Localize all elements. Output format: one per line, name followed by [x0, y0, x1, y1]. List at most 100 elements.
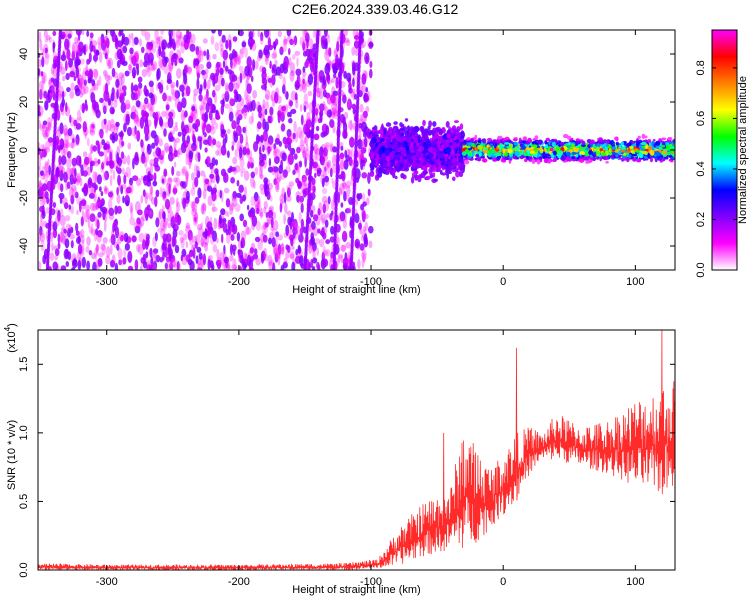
heatmap-cell [200, 237, 205, 248]
heatmap-cell [65, 181, 69, 191]
heatmap-cell [239, 213, 244, 222]
heatmap-cell [457, 162, 462, 166]
heatmap-cell [392, 167, 397, 174]
heatmap-cell [222, 98, 225, 108]
heatmap-cell [227, 219, 231, 229]
heatmap-cell [87, 67, 93, 78]
heatmap-cell [39, 199, 44, 206]
heatmap-cell [194, 139, 198, 152]
heatmap-cell [200, 202, 207, 215]
heatmap-cell [75, 155, 82, 166]
heatmap-cell [249, 40, 254, 48]
heatmap-cell [92, 203, 97, 212]
heatmap-cell [104, 70, 109, 79]
heatmap-cell [69, 71, 76, 78]
heatmap-cell [110, 233, 116, 246]
heatmap-cell [307, 90, 313, 97]
heatmap-cell [261, 111, 265, 120]
heatmap-cell [292, 36, 297, 47]
heatmap-cell [406, 137, 411, 144]
heatmap-cell [330, 225, 335, 235]
heatmap-cell [229, 204, 234, 215]
heatmap-cell [361, 172, 368, 179]
heatmap-cell [175, 34, 179, 46]
heatmap-cell [181, 166, 188, 176]
heatmap-cell [202, 203, 207, 211]
heatmap-cell [262, 144, 265, 153]
heatmap-cell [183, 73, 188, 85]
heatmap-cell [173, 177, 178, 183]
heatmap-cell [414, 126, 420, 132]
heatmap-cell [118, 231, 125, 241]
heatmap-cell [114, 205, 118, 215]
heatmap-cell [145, 167, 151, 176]
heatmap-cell [361, 208, 366, 219]
heatmap-cell [159, 83, 164, 94]
heatmap-cell [156, 135, 160, 144]
heatmap-cell [460, 166, 466, 170]
heatmap-cell [199, 105, 205, 117]
heatmap-cell [336, 40, 340, 52]
heatmap-cell [414, 170, 419, 175]
heatmap-cell [60, 227, 64, 237]
heatmap-cell [193, 93, 197, 104]
heatmap-cell [158, 84, 162, 95]
heatmap-cell [211, 30, 216, 34]
heatmap-cell [77, 109, 81, 121]
heatmap-cell [123, 36, 130, 46]
heatmap-cell [196, 69, 202, 76]
heatmap-cell [219, 189, 223, 199]
heatmap-cell [70, 226, 74, 234]
heatmap-cell [329, 144, 335, 153]
heatmap-cell [273, 178, 278, 186]
heatmap-cell [92, 68, 99, 78]
heatmap-cell [130, 91, 136, 101]
heatmap-cell [235, 125, 242, 137]
heatmap-cell [355, 198, 359, 206]
heatmap-cell [277, 243, 282, 256]
heatmap-cell [83, 156, 90, 166]
heatmap-cell [207, 135, 212, 147]
heatmap-cell [75, 178, 80, 186]
heatmap-cell [85, 208, 91, 220]
heatmap-cell [86, 236, 91, 247]
heatmap-cell [123, 122, 127, 133]
heatmap-cell [227, 128, 231, 134]
heatmap-cell [77, 235, 81, 243]
heatmap-cell [62, 124, 68, 136]
heatmap-cell [120, 183, 127, 190]
heatmap-cell [76, 51, 79, 60]
heatmap-cell [261, 104, 266, 116]
heatmap-cell [413, 144, 418, 152]
heatmap-cell [296, 146, 301, 154]
heatmap-cell [331, 199, 335, 211]
heatmap-cell [456, 156, 459, 163]
heatmap-cell [57, 242, 61, 250]
heatmap-cell [49, 91, 53, 102]
heatmap-cell [190, 187, 196, 196]
heatmap-cell [340, 254, 343, 264]
heatmap-cell [38, 68, 41, 77]
heatmap-cell [58, 192, 65, 200]
heatmap-cell [243, 252, 248, 265]
heatmap-cell [393, 121, 398, 125]
heatmap-cell [333, 73, 337, 79]
heatmap-cell [240, 240, 243, 249]
heatmap-cell [263, 200, 268, 210]
heatmap-cell [182, 88, 189, 97]
heatmap-cell [406, 154, 411, 160]
heatmap-cell [63, 228, 67, 234]
heatmap-cell [241, 41, 247, 48]
heatmap-cell [227, 258, 230, 269]
heatmap-cell [232, 157, 238, 165]
heatmap-cell [179, 84, 185, 92]
heatmap-cell [232, 36, 238, 42]
heatmap-cell [124, 243, 130, 251]
heatmap-cell [254, 236, 261, 242]
heatmap-cell [51, 86, 55, 98]
heatmap-cell [145, 239, 149, 250]
heatmap-cell [152, 260, 158, 270]
heatmap-cell [98, 151, 105, 157]
heatmap-cell [322, 246, 326, 257]
heatmap-cell [230, 177, 236, 184]
